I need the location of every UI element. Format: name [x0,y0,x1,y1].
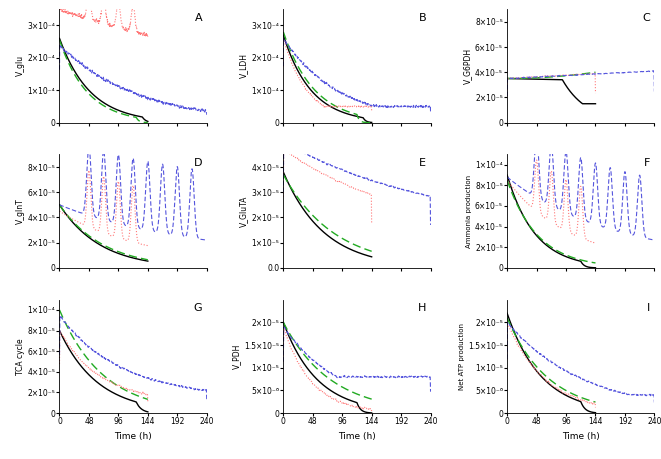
Text: B: B [418,12,426,22]
X-axis label: Time (h): Time (h) [114,432,152,441]
Text: E: E [419,158,426,168]
Y-axis label: V_G6PDH: V_G6PDH [463,48,472,84]
Text: G: G [194,303,202,313]
Text: A: A [195,12,202,22]
Y-axis label: V_GluTA: V_GluTA [239,196,249,227]
Y-axis label: V_LDH: V_LDH [239,53,249,78]
X-axis label: Time (h): Time (h) [562,432,600,441]
Text: F: F [644,158,650,168]
Y-axis label: V_glnT: V_glnT [16,198,24,224]
Text: H: H [418,303,426,313]
Y-axis label: Ammonia production: Ammonia production [466,174,472,248]
Text: I: I [646,303,650,313]
Text: C: C [642,12,650,22]
Y-axis label: TCA cycle: TCA cycle [16,338,24,375]
Text: D: D [194,158,202,168]
X-axis label: Time (h): Time (h) [338,432,376,441]
Y-axis label: V_PDH: V_PDH [232,344,241,369]
Y-axis label: V_glu: V_glu [16,56,24,77]
Y-axis label: Net ATP production: Net ATP production [459,323,465,390]
